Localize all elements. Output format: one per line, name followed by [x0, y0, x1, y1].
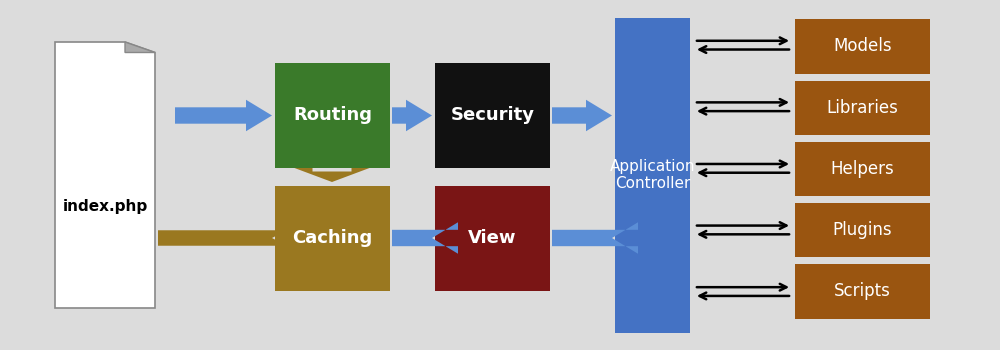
- Text: Security: Security: [450, 106, 534, 125]
- Polygon shape: [175, 100, 272, 131]
- Bar: [435, 63, 550, 168]
- Polygon shape: [125, 42, 155, 52]
- Bar: [795, 80, 930, 135]
- Text: Routing: Routing: [293, 106, 372, 125]
- Bar: [795, 203, 930, 257]
- Polygon shape: [392, 222, 458, 254]
- Text: Helpers: Helpers: [831, 160, 894, 178]
- Bar: [435, 186, 550, 290]
- Text: Libraries: Libraries: [827, 99, 898, 117]
- Polygon shape: [158, 223, 300, 253]
- Polygon shape: [295, 168, 370, 182]
- Text: View: View: [468, 229, 517, 247]
- Text: Caching: Caching: [292, 229, 373, 247]
- Polygon shape: [55, 42, 155, 308]
- Text: Application
Controller: Application Controller: [610, 159, 695, 191]
- Text: Scripts: Scripts: [834, 282, 891, 300]
- Text: Models: Models: [833, 37, 892, 55]
- Bar: [795, 19, 930, 74]
- Polygon shape: [392, 100, 432, 131]
- Bar: [615, 18, 690, 332]
- Bar: [275, 186, 390, 290]
- Bar: [795, 142, 930, 196]
- Text: index.php: index.php: [62, 199, 148, 215]
- Bar: [795, 264, 930, 318]
- Polygon shape: [552, 222, 638, 254]
- Polygon shape: [552, 100, 612, 131]
- Bar: [275, 63, 390, 168]
- Text: Plugins: Plugins: [833, 221, 892, 239]
